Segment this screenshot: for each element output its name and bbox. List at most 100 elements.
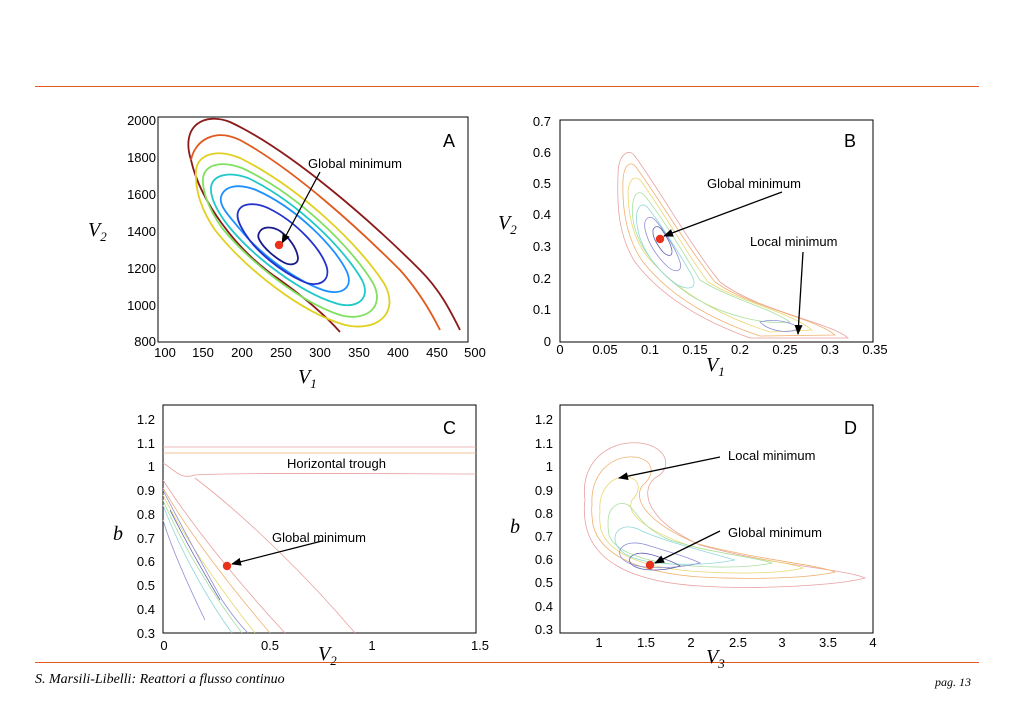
panel-b-ytick: 0.3 (533, 239, 551, 254)
panel-c-ytick: 0.3 (137, 626, 155, 641)
panel-a-xtick: 450 (426, 345, 448, 360)
bottom-rule (35, 662, 979, 663)
panel-a-ytick: 1400 (127, 224, 156, 239)
panel-d-ytick: 0.9 (535, 483, 553, 498)
panel-b-label: B (844, 131, 856, 151)
panel-b-contour-6 (644, 216, 682, 272)
panel-b-xlabel: V1 (706, 354, 725, 379)
panel-b-xtick: 0 (556, 342, 563, 357)
panel-a-label: A (443, 131, 455, 151)
panel-b-contour-3 (627, 177, 814, 333)
panel-c-ylabel: b (113, 523, 123, 545)
panel-c-contour-3 (162, 479, 286, 634)
panel-d-ytick: 0.7 (535, 529, 553, 544)
panel-c-arrow-global (231, 540, 323, 566)
panel-d-ytick: 1.1 (535, 436, 553, 451)
panel-b-ytick: 0.4 (533, 207, 551, 222)
panel-c-global-minimum-marker (222, 561, 232, 571)
panel-b-y-ticks: 0 0.1 0.2 0.3 0.4 0.5 0.6 0.7 (533, 114, 551, 349)
panel-c: Horizontal trough Global minimum C 0 0.5… (113, 404, 489, 668)
panel-a-xlabel: V1 (298, 366, 317, 391)
panel-a-global-minimum-marker (274, 240, 284, 250)
panel-a-x-ticks: 100 150 200 250 300 350 400 450 500 (154, 345, 486, 360)
panel-d-global-minimum-marker (645, 560, 655, 570)
panel-d-x-ticks: 1 1.5 2 2.5 3 3.5 4 (595, 635, 876, 650)
panel-d-contour-7 (629, 552, 681, 571)
panel-c-annotation-global: Global minimum (272, 530, 366, 545)
panel-a-contour-6 (210, 173, 366, 307)
panel-b-contour-5 (636, 204, 695, 289)
panel-d-contour-4 (607, 503, 774, 568)
panel-d-xtick: 4 (869, 635, 876, 650)
panel-a-xtick: 500 (464, 345, 486, 360)
panel-c-xtick: 0 (160, 638, 167, 653)
panel-a-contour-7 (219, 185, 350, 294)
panel-b-xtick: 0.35 (862, 342, 887, 357)
panel-a-contours (187, 117, 461, 333)
panel-a-xtick: 400 (387, 345, 409, 360)
panel-a-y-ticks: 800 1000 1200 1400 1600 1800 2000 (127, 113, 156, 349)
panel-b-annotation-local: Local minimum (750, 234, 837, 249)
panel-c-ytick: 0.6 (137, 554, 155, 569)
panel-b-arrow-local (794, 251, 804, 335)
panel-d-xlabel: V3 (706, 646, 725, 671)
panel-c-ytick: 1.2 (137, 412, 155, 427)
panel-a-contour-2 (190, 159, 341, 333)
panel-a-ytick: 1200 (127, 261, 156, 276)
panel-a-arrow-global (281, 171, 321, 244)
panel-c-xlabel: V2 (318, 643, 337, 668)
panel-c-annotation-trough: Horizontal trough (287, 456, 386, 471)
panel-d-xtick: 1.5 (637, 635, 655, 650)
panel-a-annotation-global: Global minimum (308, 156, 402, 171)
panel-c-xtick: 0.5 (261, 638, 279, 653)
panel-d-annotation-local: Local minimum (728, 448, 815, 463)
panel-b: Global minimum Local minimum B 0 0.05 0.… (498, 114, 888, 379)
panel-b-contours (617, 151, 850, 339)
panel-c-ytick: 0.5 (137, 578, 155, 593)
panel-c-y-ticks: 0.3 0.4 0.5 0.6 0.7 0.8 0.9 1 1.1 1.2 (137, 412, 155, 641)
panel-c-xtick: 1 (368, 638, 375, 653)
panel-b-contour-4 (631, 192, 792, 323)
panel-b-x-ticks: 0 0.05 0.1 0.15 0.2 0.25 0.3 0.35 (556, 342, 887, 357)
panel-a-xtick: 250 (270, 345, 292, 360)
panel-a-ytick: 1800 (127, 150, 156, 165)
panel-d-contour-5 (614, 526, 736, 565)
panel-a-xtick: 350 (348, 345, 370, 360)
panel-a-ytick: 1600 (127, 187, 156, 202)
panel-c-contours (162, 446, 477, 634)
footer-page-number: pag. 13 (935, 675, 971, 689)
panel-b-frame (559, 119, 874, 343)
panel-b-xtick: 0.05 (592, 342, 617, 357)
panel-d-contour-3 (599, 476, 805, 574)
panel-d-ytick: 0.5 (535, 575, 553, 590)
panel-d-ytick: 1 (546, 459, 553, 474)
panel-d-xtick: 3.5 (819, 635, 837, 650)
panel-b-ytick: 0.1 (533, 302, 551, 317)
panel-d-ytick: 0.3 (535, 622, 553, 637)
panel-b-ytick: 0.2 (533, 271, 551, 286)
panel-d-contour-2 (591, 456, 837, 579)
panel-a-contour-4 (194, 152, 391, 328)
panel-b-xtick: 0.3 (821, 342, 839, 357)
panel-b-ytick: 0.5 (533, 176, 551, 191)
panel-c-frame (162, 404, 477, 634)
panel-b-annotation-global: Global minimum (707, 176, 801, 191)
panel-b-xtick: 0.1 (641, 342, 659, 357)
panel-a-contour-1 (187, 117, 461, 331)
panel-d-xtick: 3 (778, 635, 785, 650)
panel-a: Global minimum A 100 150 200 250 300 350… (88, 113, 486, 391)
panel-c-ytick: 0.7 (137, 531, 155, 546)
panel-d-xtick: 2.5 (729, 635, 747, 650)
panel-d-ytick: 0.4 (535, 599, 553, 614)
panel-b-xtick: 0.15 (682, 342, 707, 357)
panel-b-contour-7 (652, 226, 673, 256)
panel-d-arrow-local (618, 456, 721, 481)
panel-d-ytick: 0.8 (535, 506, 553, 521)
panel-a-frame (157, 116, 469, 343)
panel-d-xtick: 2 (687, 635, 694, 650)
panel-c-ytick: 1 (148, 459, 155, 474)
panel-d-contour-1 (583, 442, 867, 588)
panel-d-label: D (844, 418, 857, 438)
panel-d-frame (559, 404, 874, 634)
